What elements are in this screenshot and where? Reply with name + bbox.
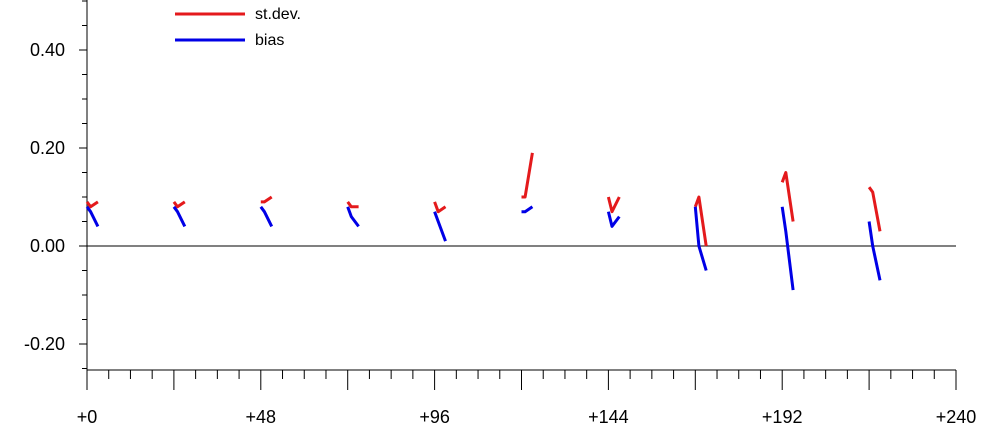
st-dev-segment	[867, 186, 882, 232]
st-dev-segment	[260, 195, 273, 204]
st-dev-segment	[346, 201, 359, 209]
bias-segment	[85, 205, 100, 228]
bias-segment	[521, 205, 534, 214]
x-tick-label: +240	[936, 407, 977, 423]
x-tick-label: +0	[77, 407, 98, 423]
st-dev-segment	[606, 196, 621, 214]
bias-segment	[433, 211, 447, 242]
bias-segment	[259, 205, 274, 228]
legend: st.dev. bias	[175, 6, 301, 49]
st-dev-segment	[433, 201, 447, 214]
y-tick-label: 0.00	[30, 236, 65, 256]
st-dev-segment	[521, 152, 534, 199]
bias-segment	[172, 205, 187, 228]
st-dev-segment	[693, 195, 708, 247]
y-tick-label: 0.20	[30, 138, 65, 158]
bias-segment	[606, 211, 621, 228]
x-tick-label: +192	[762, 407, 803, 423]
y-tick-label: -0.20	[24, 334, 65, 354]
axes: -0.20 0.00 0.20 0.40 +0 +48 +96 +144 +192 +240	[24, 0, 976, 423]
series-lines	[85, 152, 882, 291]
st-dev-segment	[172, 200, 186, 209]
x-tick-label: +96	[419, 407, 450, 423]
bias-segment	[346, 206, 360, 228]
x-tick-label: +144	[588, 407, 629, 423]
bias-segment	[867, 221, 882, 281]
st-dev-segment	[85, 200, 99, 209]
x-tick-label: +48	[246, 407, 277, 423]
legend-label-st-dev: st.dev.	[255, 6, 301, 23]
legend-label-bias: bias	[255, 32, 284, 49]
bias-segment	[780, 206, 795, 291]
st-dev-segment	[780, 171, 795, 222]
y-tick-label: 0.40	[30, 40, 65, 60]
bias-segment	[693, 206, 708, 271]
